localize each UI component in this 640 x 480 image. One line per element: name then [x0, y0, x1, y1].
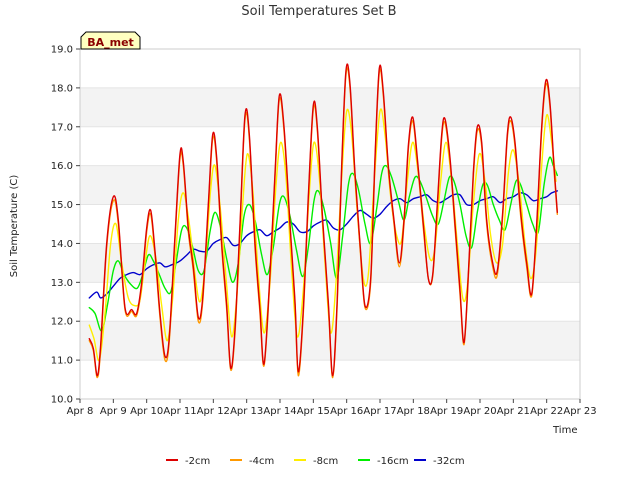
legend-label: -16cm — [377, 456, 409, 467]
y-tick-label: 12.0 — [51, 317, 73, 328]
y-tick-label: 13.0 — [51, 278, 73, 289]
x-tick-label: Apr 16 — [330, 406, 363, 417]
x-tick-label: Apr 11 — [163, 406, 196, 417]
chart-title: Soil Temperatures Set B — [241, 4, 396, 19]
x-tick-label: Apr 13 — [230, 406, 263, 417]
x-tick-label: Apr 22 — [530, 406, 563, 417]
grid-band — [80, 282, 580, 322]
y-tick-label: 17.0 — [51, 122, 73, 133]
x-tick-label: Apr 8 — [67, 406, 94, 417]
x-tick-label: Apr 12 — [197, 406, 230, 417]
series-line-2cmcm — [88, 63, 558, 377]
site-badge-box — [80, 31, 141, 50]
x-axis: Apr 8 Apr 9 Apr 10 Apr 11 Apr 12 Apr 13 Apr 14… — [67, 399, 597, 417]
y-tick-label: 16.0 — [51, 161, 73, 172]
series-line-16cmcm — [88, 156, 558, 332]
legend-label: -4cm — [249, 456, 274, 467]
x-tick-label: Apr 19 — [430, 406, 463, 417]
y-axis-label: Soil Temperature (C) — [9, 175, 20, 278]
x-tick-label: Apr 20 — [463, 406, 496, 417]
legend-label: -2cm — [185, 456, 210, 467]
x-tick-label: Apr 23 — [563, 406, 596, 417]
legend-label: -8cm — [313, 456, 338, 467]
site-badge-label: BA_met — [87, 36, 134, 49]
grid-band — [80, 49, 580, 88]
y-tick-label: 18.0 — [51, 83, 73, 94]
grid-band — [80, 165, 580, 205]
y-axis: 10.0 11.0 12.0 13.0 14.0 15.0 16.0 17.0 18.0 19.0 — [51, 45, 80, 406]
x-tick-label: Apr 14 — [263, 406, 296, 417]
grid-band — [80, 126, 580, 166]
x-tick-label: Apr 17 — [363, 406, 396, 417]
legend: -2cm -4cm -8cm -16cm -32cm — [166, 456, 465, 467]
plot-frame — [79, 48, 581, 400]
x-tick-label: Apr 21 — [497, 406, 530, 417]
y-tick-label: 19.0 — [51, 45, 73, 56]
y-tick-label: 15.0 — [51, 200, 73, 211]
grid-band — [80, 360, 580, 399]
x-tick-label: Apr 15 — [297, 406, 330, 417]
x-tick-label: Apr 10 — [130, 406, 163, 417]
legend-label: -32cm — [433, 456, 465, 467]
x-tick-label: Apr 9 — [100, 406, 127, 417]
y-tick-label: 10.0 — [51, 395, 73, 406]
grid-band — [80, 87, 580, 127]
y-tick-label: 11.0 — [51, 356, 73, 367]
site-badge: BA_met — [80, 31, 141, 50]
x-tick-label: Apr 18 — [397, 406, 430, 417]
y-tick-label: 14.0 — [51, 239, 73, 250]
x-axis-label: Time — [552, 425, 577, 436]
series-layer — [88, 63, 558, 379]
